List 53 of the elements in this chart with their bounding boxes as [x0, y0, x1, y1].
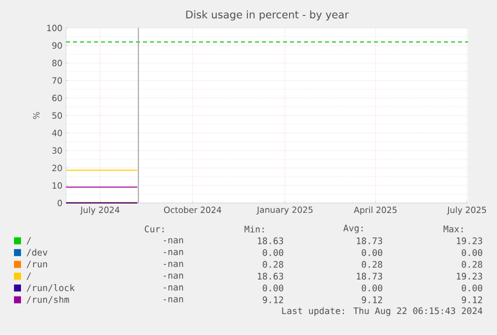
- text: 0.28: [262, 261, 284, 268]
- y-tick-label: 80: [52, 60, 62, 66]
- text: -nan: [164, 238, 184, 244]
- y-tick-label: 90: [52, 42, 62, 49]
- chart-title: Disk usage in percent - by year: [186, 10, 349, 20]
- text: Last update: Thu Aug 22 06:15:43 2024: [282, 307, 482, 316]
- y-tick-label: 70: [52, 77, 62, 84]
- x-tick-label: January 2025: [256, 206, 313, 215]
- text: 18.73: [356, 272, 382, 280]
- y-tick-label: 0: [58, 200, 62, 206]
- legend-label: /: [26, 272, 31, 280]
- legend-label: /: [26, 237, 31, 244]
- text: 0.00: [362, 249, 382, 256]
- text: 19.23: [456, 237, 482, 244]
- y-tick-label: 30: [52, 147, 62, 154]
- text: Max:: [444, 226, 463, 232]
- y-tick-label: 20: [52, 164, 62, 172]
- text: -nan: [164, 285, 184, 291]
- text: 9.12: [362, 296, 382, 304]
- text: Cur:: [144, 226, 164, 232]
- text: 18.63: [258, 272, 284, 280]
- legend-label: /run/lock: [26, 284, 75, 292]
- text: 0.28: [462, 261, 482, 268]
- legend-label: /dev: [26, 248, 48, 256]
- text: 0.00: [462, 249, 482, 256]
- text: 9.12: [462, 296, 482, 304]
- text: 0.00: [462, 284, 482, 292]
- legend-label: /run/shm: [26, 296, 69, 304]
- y-tick-label: 60: [52, 94, 62, 102]
- text: 0.28: [362, 261, 382, 268]
- x-tick-label: July 2025: [446, 206, 486, 215]
- text: Avg:: [343, 224, 363, 234]
- text: 18.73: [356, 237, 382, 244]
- text: -nan: [164, 297, 184, 302]
- y-tick-label: 50: [52, 112, 62, 119]
- text: 18.63: [258, 237, 284, 244]
- text: -nan: [164, 250, 184, 256]
- y-tick-label: 10: [52, 182, 62, 189]
- text: -nan: [164, 274, 184, 279]
- y-tick-label: 100: [47, 24, 62, 32]
- text: 0.00: [262, 249, 284, 256]
- text: 0.00: [362, 284, 382, 292]
- x-tick-label: October 2024: [164, 206, 222, 214]
- y-axis-title: %: [33, 112, 40, 120]
- text: 0.00: [262, 284, 284, 292]
- text: 19.23: [456, 272, 482, 280]
- text: 9.12: [262, 296, 284, 304]
- y-tick-label: 40: [52, 130, 62, 136]
- x-tick-label: July 2024: [80, 206, 120, 215]
- legend-label: /run: [26, 260, 48, 268]
- text: -nan: [164, 262, 184, 267]
- text: Min:: [244, 226, 264, 232]
- x-tick-label: April 2025: [354, 206, 397, 215]
